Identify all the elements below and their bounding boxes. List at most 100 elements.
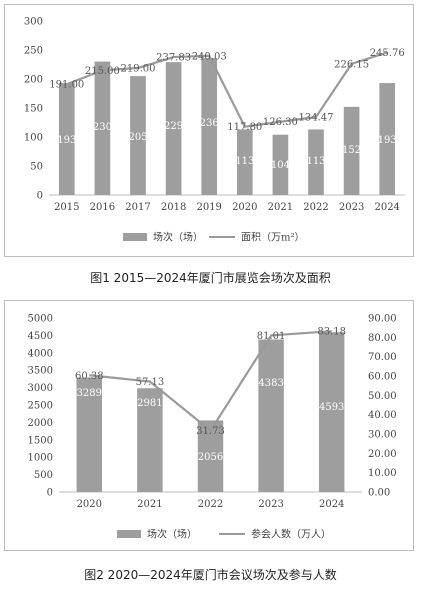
chart1-y-tick-label: 300 (24, 17, 43, 28)
chart1-bar (236, 129, 253, 195)
chart-1: 0 50 100 150 200 250 300 2015 2016 2017 2018 2019 20… (24, 17, 405, 244)
chart2-y2-tick-label: 90.00 (368, 314, 397, 325)
chart1-bar (94, 61, 111, 195)
chart1-y-tick-label: 50 (30, 162, 43, 173)
chart2-y-tick-label: 1000 (28, 453, 53, 464)
chart2-y2-tick-label: 40.00 (368, 410, 397, 421)
chart2-bar (318, 332, 345, 492)
chart1-bar (165, 62, 182, 196)
chart-1-frame: 0 50 100 150 200 250 300 2015 2016 2017 2018 2019 20… (4, 4, 414, 257)
chart2-line-series (89, 330, 332, 433)
chart1-line-data-label: 237.83 (156, 53, 191, 64)
chart1-bar (272, 134, 289, 195)
chart1-bar-data-label: 205 (128, 132, 147, 143)
chart1-y-tick-label: 250 (24, 46, 43, 57)
chart2-y-tick-label: 2500 (28, 401, 53, 412)
chart2-y-tick-label: 3000 (28, 383, 53, 394)
chart2-y-tick-label: 0 (47, 488, 53, 499)
chart2-legend-bar-swatch (117, 530, 141, 538)
chart2-y-tick-label: 4000 (28, 348, 53, 359)
chart2-bar (76, 377, 103, 492)
chart2-line-data-label: 60.38 (75, 371, 104, 382)
chart1-x-tick-label: 2024 (374, 202, 399, 213)
chart2-y-tick-label: 3500 (28, 366, 53, 377)
chart2-y-tick-label: 2000 (28, 418, 53, 429)
chart-2: 0 500 1000 1500 2000 2500 3000 3500 4000 4500 5000… (28, 314, 397, 541)
chart1-bar-data-label: 236 (200, 118, 219, 129)
chart2-y2-tick-label: 30.00 (368, 430, 397, 441)
chart2-y-tick-label: 1500 (28, 435, 53, 446)
chart2-y2-tick-label: 20.00 (368, 449, 397, 460)
chart1-bar (379, 83, 396, 195)
chart1-y-tick-label: 100 (24, 133, 43, 144)
chart1-legend-bar-label: 场次（场） (153, 231, 203, 244)
chart2-line-data-label: 83.18 (317, 327, 346, 338)
chart2-legend-bar-label: 场次（场） (147, 528, 197, 541)
chart1-bar (343, 106, 360, 195)
chart2-y2-tick-label: 50.00 (368, 391, 397, 402)
chart2-bar-data-label: 2981 (137, 398, 162, 409)
chart2-x-tick-label: 2023 (258, 499, 283, 510)
chart2-x-tick-label: 2022 (198, 499, 223, 510)
chart1-y-tick-label: 150 (24, 104, 43, 115)
chart1-line-data-label: 134.47 (299, 113, 334, 124)
chart2-line-data-label: 57.13 (136, 377, 165, 388)
chart2-y2-tick-label: 70.00 (368, 352, 397, 363)
chart1-x-tick-label: 2019 (196, 202, 221, 213)
chart1-x-tick-label: 2023 (339, 202, 364, 213)
chart1-bar-data-label: 152 (342, 145, 361, 156)
chart1-bar-data-label: 230 (93, 122, 112, 133)
chart1-line-data-label: 117.80 (227, 122, 262, 133)
chart1-line-data-label: 191.00 (49, 80, 84, 91)
chart1-bar (130, 76, 146, 195)
chart1-x-tick-label: 2022 (303, 202, 328, 213)
chart2-legend-line-label: 参会人数（万人） (251, 528, 331, 541)
chart1-line-data-label: 219.00 (121, 63, 156, 74)
chart-2-caption: 图2 2020—2024年厦门市会议场次及参与人数 (84, 568, 337, 582)
chart2-bar (137, 388, 163, 492)
chart2-bar (197, 420, 224, 492)
chart1-bar-data-label: 104 (271, 160, 290, 171)
chart2-x-tick-label: 2021 (137, 499, 162, 510)
chart2-y-tick-label: 500 (34, 470, 53, 481)
chart1-bar-data-label: 193 (57, 135, 76, 146)
chart2-y-tick-label: 4500 (28, 331, 53, 342)
chart1-bar-data-label: 113 (235, 156, 254, 167)
chart-2-frame: 0 500 1000 1500 2000 2500 3000 3500 4000 4500 5000… (4, 300, 414, 551)
chart1-legend-bar-swatch (123, 233, 147, 241)
chart2-y2-tick-label: 80.00 (368, 333, 397, 344)
chart2-line-data-label: 31.73 (196, 426, 225, 437)
chart1-x-tick-label: 2016 (90, 202, 115, 213)
chart2-bar (258, 339, 284, 492)
chart1-x-tick-label: 2018 (161, 202, 186, 213)
chart1-line-data-label: 240.03 (192, 51, 227, 62)
chart2-y-tick-label: 5000 (28, 314, 53, 325)
chart1-line-data-label: 245.76 (370, 48, 405, 59)
chart1-line-data-label: 226.15 (334, 59, 369, 70)
chart2-x-tick-label: 2020 (77, 499, 102, 510)
chart1-x-tick-label: 2020 (232, 202, 257, 213)
chart1-line-data-label: 215.00 (85, 66, 120, 77)
chart2-y2-tick-label: 10.00 (368, 468, 397, 479)
chart-1-caption: 图1 2015—2024年厦门市展览会场次及面积 (90, 271, 331, 285)
chart1-y-tick-label: 0 (37, 191, 43, 202)
chart2-y2-tick-label: 0.00 (368, 488, 390, 499)
chart1-bar (201, 58, 218, 196)
chart2-bar-data-label: 2056 (198, 452, 223, 463)
chart2-bar-data-label: 3289 (77, 388, 102, 399)
chart1-x-tick-label: 2017 (125, 202, 150, 213)
chart1-bar-data-label: 229 (164, 121, 183, 132)
chart2-x-tick-label: 2024 (319, 499, 344, 510)
chart2-line-data-label: 81.01 (257, 331, 286, 342)
chart1-x-tick-label: 2021 (268, 202, 293, 213)
chart1-line-series (66, 51, 388, 128)
chart1-bar (58, 83, 75, 195)
chart1-line-data-label: 126.30 (263, 117, 298, 128)
chart1-y-tick-label: 200 (24, 75, 43, 86)
chart1-bar-data-label: 193 (378, 135, 397, 146)
chart2-y2-tick-label: 60.00 (368, 372, 397, 383)
chart2-bar-data-label: 4593 (319, 402, 344, 413)
chart2-bar-data-label: 4383 (258, 378, 283, 389)
chart1-x-tick-label: 2015 (54, 202, 79, 213)
chart1-bar (308, 129, 324, 195)
